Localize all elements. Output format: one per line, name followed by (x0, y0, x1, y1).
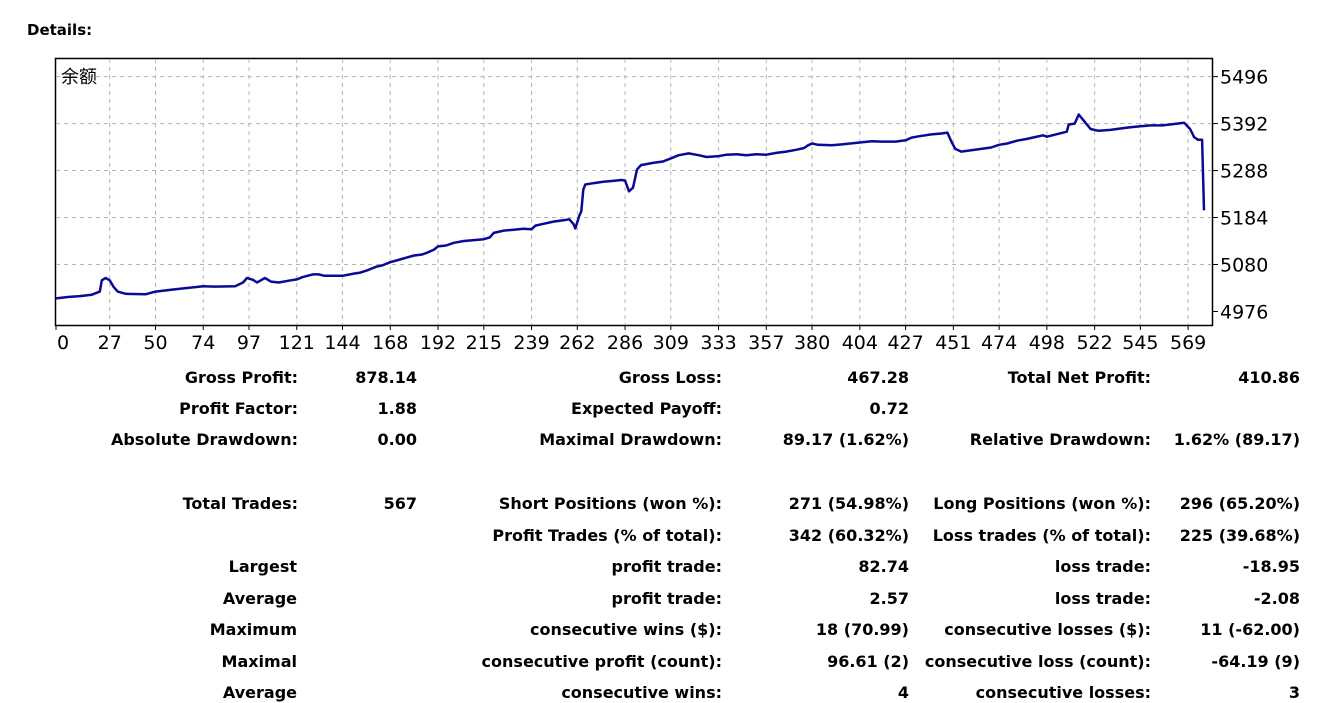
x-tick-label: 498 (1029, 332, 1065, 354)
x-tick-label: 357 (748, 332, 784, 354)
x-tick-label: 144 (324, 332, 360, 354)
balance-line (55, 113, 1206, 300)
x-tick-label: 569 (1170, 332, 1206, 354)
long-positions-label: Long Positions (won %): (933, 494, 1151, 513)
x-tick-label: 215 (466, 332, 502, 354)
maximum-label: Maximum (209, 620, 297, 639)
profit-trades-label: Profit Trades (% of total): (492, 526, 722, 545)
x-tick-label: 27 (98, 332, 122, 354)
maximal-consecutive-loss-label: consecutive loss (count): (924, 652, 1151, 671)
maximal-consecutive-profit-label: consecutive profit (count): (481, 652, 722, 671)
total-net-profit-label: Total Net Profit: (1007, 368, 1151, 387)
y-tick-label: 5392 (1220, 114, 1268, 136)
absolute-drawdown-label: Absolute Drawdown: (110, 430, 298, 449)
gross-loss-label: Gross Loss: (618, 368, 722, 387)
average-consecutive-label: Average (222, 683, 297, 702)
loss-trades-value: 225 (39.68%) (1179, 526, 1300, 545)
largest-label: Largest (228, 557, 297, 576)
x-tick-label: 522 (1076, 332, 1112, 354)
max-consecutive-losses-value: 11 (-62.00) (1200, 620, 1300, 639)
x-axis: 0 27 50 74 97 121 144 168 192 215 239 262 286 309 333 3… (55, 325, 1206, 354)
largest-loss-trade-label: loss trade: (1054, 557, 1151, 576)
total-trades-value: 567 (383, 494, 417, 513)
average-profit-trade-value: 2.57 (869, 589, 909, 608)
short-positions-value: 271 (54.98%) (788, 494, 909, 513)
total-net-profit-value: 410.86 (1238, 368, 1300, 387)
total-trades-label: Total Trades: (182, 494, 298, 513)
chart-grid (56, 59, 1212, 325)
average-profit-trade-label: profit trade: (611, 589, 722, 608)
loss-trades-label: Loss trades (% of total): (932, 526, 1151, 545)
maximal-consecutive-loss-value: -64.19 (9) (1211, 652, 1300, 671)
x-tick-label: 74 (191, 332, 215, 354)
profit-factor-label: Profit Factor: (179, 399, 298, 418)
x-tick-label: 309 (653, 332, 689, 354)
average-label: Average (222, 589, 297, 608)
y-tick-label: 5288 (1220, 161, 1268, 183)
x-tick-label: 0 (57, 332, 69, 354)
x-tick-label: 121 (279, 332, 315, 354)
max-consecutive-wins-value: 18 (70.99) (815, 620, 909, 639)
largest-profit-trade-label: profit trade: (611, 557, 722, 576)
x-tick-label: 404 (842, 332, 878, 354)
x-tick-label: 239 (513, 332, 549, 354)
details-heading: Details: (27, 21, 93, 39)
avg-consecutive-wins-value: 4 (897, 683, 909, 702)
maximal-consecutive-profit-value: 96.61 (2) (827, 652, 909, 671)
y-axis: 4976 5080 5184 5288 5392 5496 (1212, 67, 1268, 323)
expected-payoff-value: 0.72 (869, 399, 909, 418)
y-tick-label: 4976 (1220, 301, 1268, 323)
maximal-label: Maximal (221, 652, 297, 671)
max-consecutive-losses-label: consecutive losses ($): (944, 620, 1151, 639)
series-label: 余额 (61, 67, 97, 88)
x-tick-label: 168 (372, 332, 408, 354)
gross-profit-label: Gross Profit: (184, 368, 298, 387)
x-tick-label: 380 (794, 332, 830, 354)
average-loss-trade-label: loss trade: (1054, 589, 1151, 608)
x-tick-label: 97 (237, 332, 261, 354)
y-tick-label: 5080 (1220, 254, 1268, 276)
x-tick-label: 474 (981, 332, 1017, 354)
profit-trades-value: 342 (60.32%) (788, 526, 909, 545)
relative-drawdown-value: 1.62% (89.17) (1173, 430, 1300, 449)
x-tick-label: 545 (1122, 332, 1158, 354)
x-tick-label: 262 (559, 332, 595, 354)
absolute-drawdown-value: 0.00 (377, 430, 417, 449)
short-positions-label: Short Positions (won %): (498, 494, 722, 513)
plot-frame (54, 57, 1214, 327)
x-tick-label: 333 (700, 332, 736, 354)
largest-loss-trade-value: -18.95 (1242, 557, 1300, 576)
largest-profit-trade-value: 82.74 (858, 557, 909, 576)
avg-consecutive-wins-label: consecutive wins: (561, 683, 722, 702)
x-tick-label: 50 (143, 332, 167, 354)
relative-drawdown-label: Relative Drawdown: (969, 430, 1151, 449)
x-tick-label: 451 (935, 332, 971, 354)
x-tick-label: 427 (887, 332, 923, 354)
max-consecutive-wins-label: consecutive wins ($): (529, 620, 722, 639)
long-positions-value: 296 (65.20%) (1179, 494, 1300, 513)
x-tick-label: 192 (420, 332, 456, 354)
gross-profit-value: 878.14 (355, 368, 417, 387)
y-tick-label: 5496 (1220, 67, 1268, 89)
profit-factor-value: 1.88 (377, 399, 417, 418)
avg-consecutive-losses-value: 3 (1288, 683, 1300, 702)
gross-loss-value: 467.28 (847, 368, 909, 387)
average-loss-trade-value: -2.08 (1253, 589, 1300, 608)
maximal-drawdown-value: 89.17 (1.62%) (782, 430, 909, 449)
avg-consecutive-losses-label: consecutive losses: (975, 683, 1151, 702)
y-tick-label: 5184 (1220, 208, 1268, 230)
x-tick-label: 286 (607, 332, 643, 354)
balance-chart: 0 27 50 74 97 121 144 168 192 215 239 262 286 309 333 3… (54, 57, 1268, 354)
maximal-drawdown-label: Maximal Drawdown: (539, 430, 722, 449)
expected-payoff-label: Expected Payoff: (571, 399, 722, 418)
